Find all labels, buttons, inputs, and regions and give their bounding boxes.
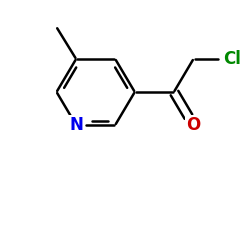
Text: O: O: [186, 116, 200, 134]
Text: N: N: [69, 116, 83, 134]
Text: Cl: Cl: [224, 50, 242, 68]
